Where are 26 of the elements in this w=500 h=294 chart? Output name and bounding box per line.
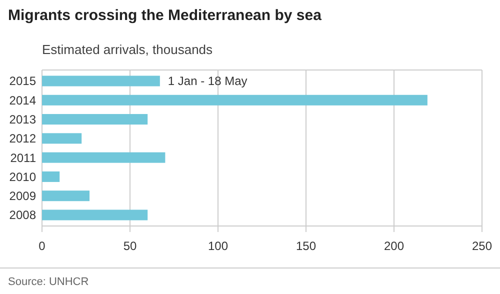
- y-tick-label: 2010: [9, 170, 36, 184]
- bar: [42, 76, 160, 86]
- x-tick-label: 150: [296, 239, 316, 253]
- chart-subtitle: Estimated arrivals, thousands: [42, 42, 214, 57]
- bar: [42, 114, 148, 125]
- source-note: Source: UNHCR: [8, 276, 89, 288]
- y-tick-label: 2009: [9, 189, 36, 204]
- y-tick-label: 2013: [9, 112, 36, 126]
- bar: [42, 152, 166, 163]
- bar: [42, 210, 148, 220]
- y-tick-label: 2011: [10, 150, 36, 165]
- y-tick-label: 2014: [9, 93, 36, 108]
- x-tick-label: 0: [38, 239, 46, 253]
- bar: [42, 171, 60, 182]
- bar: [42, 190, 90, 202]
- annotation: 1 Jan - 18 May: [168, 74, 248, 88]
- y-tick-label: 2008: [9, 208, 36, 222]
- x-tick-label: 200: [384, 239, 404, 253]
- x-tick-label: 250: [472, 239, 492, 253]
- bar: [42, 94, 428, 106]
- y-tick-label: 2012: [9, 132, 36, 146]
- y-tick-label: 2015: [9, 74, 36, 88]
- bar: [42, 133, 82, 144]
- x-tick-label: 100: [208, 239, 228, 253]
- x-tick-label: 50: [123, 239, 137, 253]
- chart-title: Migrants crossing the Mediterranean by sea: [8, 7, 322, 24]
